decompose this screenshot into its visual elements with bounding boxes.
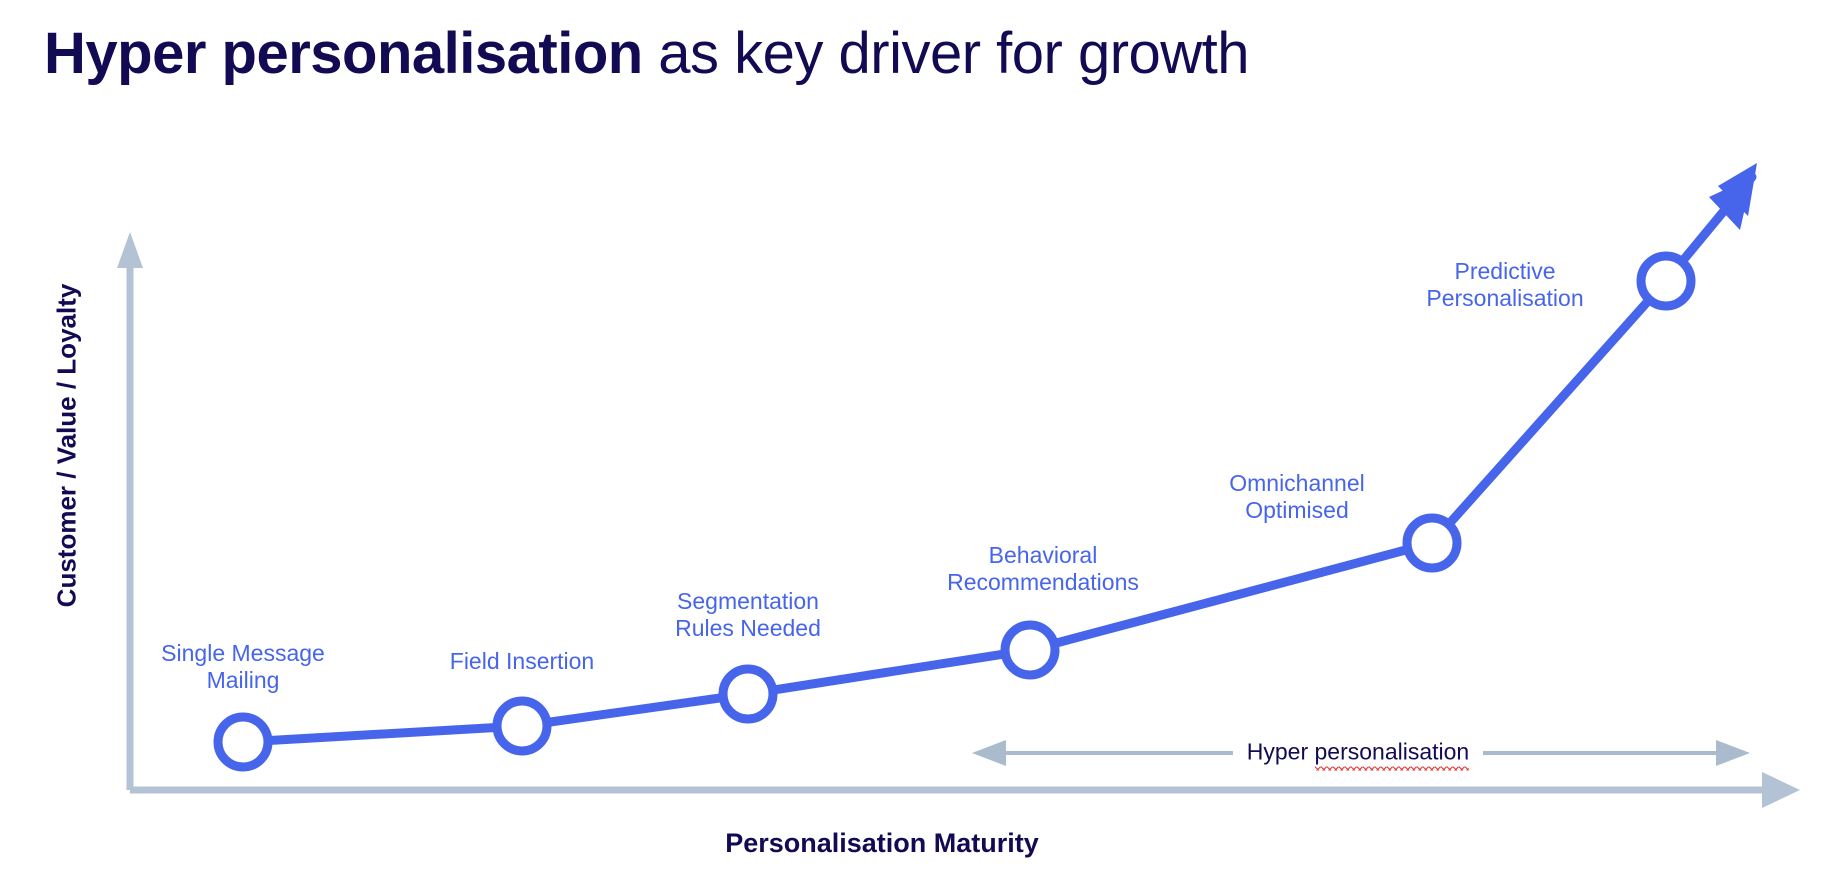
node-label-behavioral-recommendations: Behavioral Recommendations <box>947 542 1139 595</box>
span-right-arrowhead <box>1716 740 1750 766</box>
span-annotation-label: Hyper personalisation <box>1246 738 1470 771</box>
node-label-predictive-personalisation: Predictive Personalisation <box>1426 258 1584 311</box>
y-axis <box>117 232 143 790</box>
node-marker[interactable] <box>1000 620 1060 680</box>
y-axis-arrowhead <box>117 232 143 268</box>
node-label-segmentation-rules-needed: Segmentation Rules Needed <box>675 588 821 641</box>
node-marker[interactable] <box>1636 251 1696 311</box>
node-label-single-message-mailing: Single Message Mailing <box>161 640 325 693</box>
x-axis <box>130 772 1800 808</box>
node-marker[interactable] <box>718 664 778 724</box>
x-axis-arrowhead <box>1762 772 1800 808</box>
span-annotation-misspelled-word: personalisation <box>1314 738 1470 771</box>
node-marker[interactable] <box>492 696 552 756</box>
page-title-light: as key driver for growth <box>642 21 1250 86</box>
hyper-personalisation-span <box>972 740 1750 766</box>
span-annotation-prefix: Hyper <box>1246 738 1315 765</box>
node-markers <box>213 251 1696 772</box>
span-left-arrowhead <box>972 740 1006 766</box>
y-axis-label: Customer / Value / Loyalty <box>51 283 82 608</box>
page-title: Hyper personalisation as key driver for … <box>44 16 1250 92</box>
node-marker[interactable] <box>213 712 273 772</box>
node-marker[interactable] <box>1402 513 1462 573</box>
node-label-omnichannel-optimised: Omnichannel Optimised <box>1229 470 1365 523</box>
node-label-field-insertion: Field Insertion <box>449 648 595 674</box>
x-axis-label: Personalisation Maturity <box>725 828 1039 858</box>
page-title-strong: Hyper personalisation <box>44 21 643 86</box>
